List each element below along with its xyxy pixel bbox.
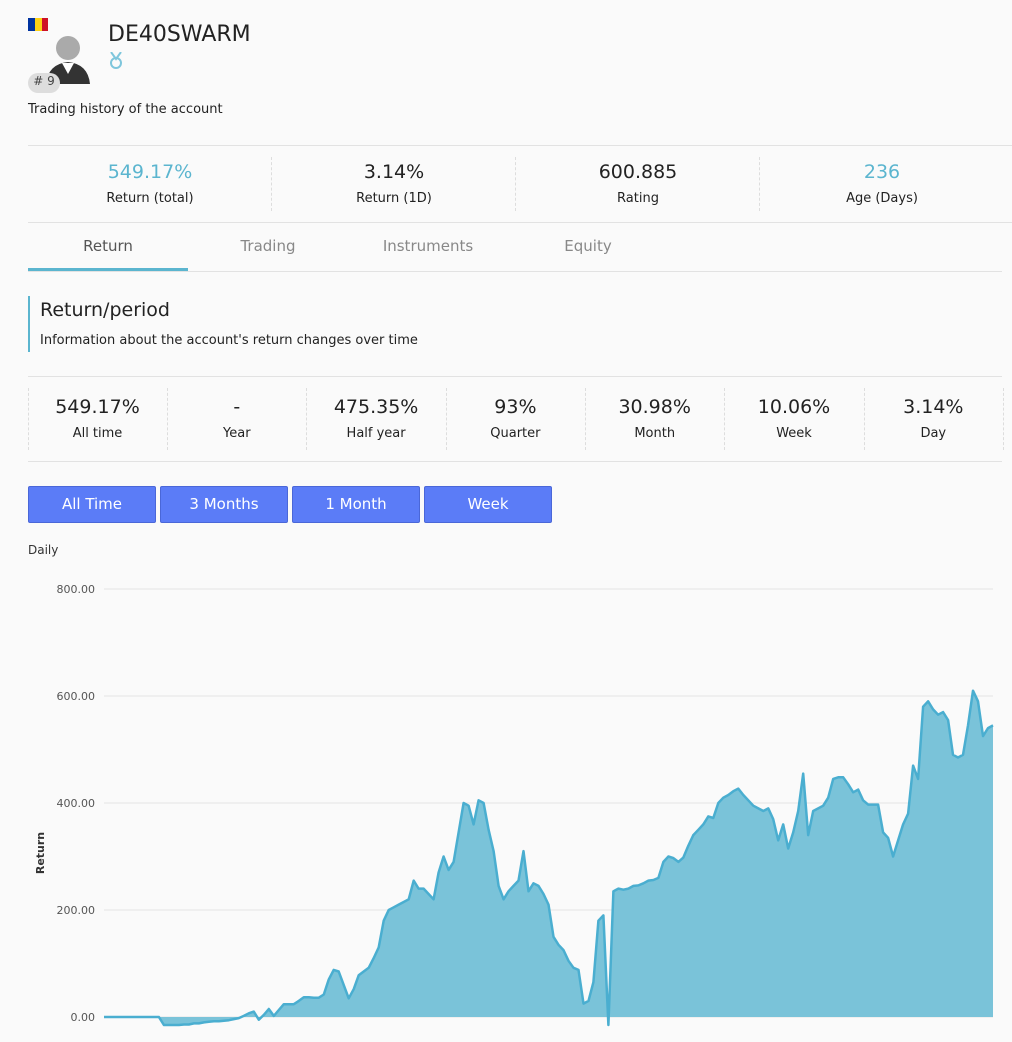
stat-label: Return (1D) [356,191,432,206]
chart-title: Daily [28,543,58,557]
medal-icon [110,52,122,69]
divider [28,145,1012,146]
period-value: 93% [494,396,537,418]
subtitle: Trading history of the account [28,102,223,117]
separator [28,388,29,450]
stat-label: Return (total) [106,191,194,206]
stat-value: 600.885 [598,161,678,183]
range-button[interactable]: 3 Months [160,486,288,523]
y-tick-label: 400.00 [57,797,96,810]
stat-value: 3.14% [363,161,425,183]
separator [515,157,516,211]
stat-label: Age (Days) [846,191,918,206]
tab[interactable]: Equity [564,237,612,255]
y-axis-label: Return [34,832,47,874]
period-value: 549.17% [55,396,140,418]
stat-value: 549.17% [107,161,193,183]
y-tick-label: 600.00 [57,690,96,703]
stat-value: 236 [863,161,901,183]
tab-underline[interactable] [28,268,188,271]
separator [724,388,726,450]
period-value: 475.35% [333,396,419,418]
rank-badge: # 9 [33,74,55,88]
divider [28,222,1012,223]
separator [584,388,586,450]
section-description: Information about the account's return c… [40,333,418,348]
section-title: Return/period [40,299,170,321]
separator [863,388,865,450]
account-name: DE40SWARM [108,22,251,47]
period-label: All time [72,426,123,441]
period-label: Year [223,426,251,441]
tab[interactable]: Return [83,237,133,255]
separator [167,388,168,450]
y-tick-label: 200.00 [57,904,96,917]
divider [28,271,1002,272]
separator [445,388,447,450]
avatar [28,18,90,93]
divider [28,376,1002,377]
area-line [104,689,994,1027]
period-value: 10.06% [757,396,831,418]
y-tick-label: 800.00 [57,583,96,596]
stat-label: Rating [617,191,659,206]
range-button[interactable]: All Time [28,486,156,523]
separator [1002,388,1004,450]
period-label: Half year [346,426,406,441]
range-button[interactable]: Week [424,486,552,523]
period-value: - [233,396,241,418]
area-fill [104,690,993,1025]
section-accent [28,296,30,352]
chart: Daily Return 0.00 200.00 400.00 600.00 800.0… [28,543,994,1027]
tab[interactable]: Instruments [382,237,474,255]
separator [759,157,760,211]
separator [306,388,308,450]
period-value: 30.98% [618,396,691,418]
divider [28,461,1002,462]
period-value: 3.14% [903,396,964,418]
period-label: Week [776,426,812,441]
range-button[interactable]: 1 Month [292,486,420,523]
period-label: Quarter [490,426,541,441]
separator [271,157,272,211]
y-tick-label: 0.00 [71,1011,96,1024]
period-label: Day [920,426,947,441]
tab[interactable]: Trading [240,237,296,255]
period-label: Month [634,426,676,441]
